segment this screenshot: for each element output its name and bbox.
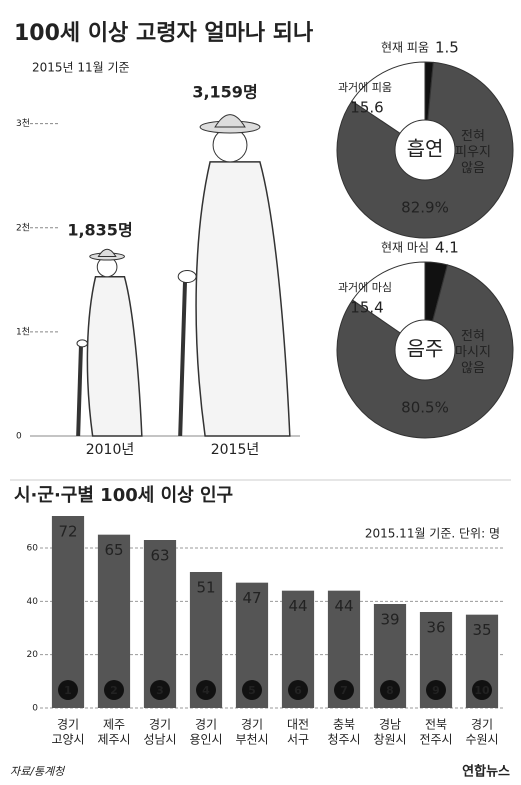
y-tick-label: 20 — [27, 650, 39, 660]
figure-body — [87, 277, 141, 436]
rank-label: 4 — [202, 684, 210, 697]
pie-center-label: 음주 — [407, 337, 444, 361]
slice-value: 15.4 — [350, 299, 383, 317]
hand — [178, 271, 196, 283]
value-label: 47 — [242, 589, 261, 607]
rank-label: 2 — [110, 684, 118, 697]
value-label: 36 — [426, 619, 445, 637]
hand — [77, 340, 87, 347]
rank-label: 6 — [294, 684, 302, 697]
value-label: 3,159명 — [192, 83, 257, 102]
slice-value: 1.5 — [435, 39, 459, 57]
hat-top — [98, 249, 115, 256]
slice-label: 현재 피움 — [381, 41, 429, 55]
value-label: 72 — [58, 523, 77, 541]
slice-value: 15.6 — [350, 99, 383, 117]
x-tick-label: 2010년 — [86, 442, 135, 458]
rank-label: 9 — [432, 684, 440, 697]
slice-value: 4.1 — [435, 239, 459, 257]
slice-value: 80.5% — [401, 399, 449, 417]
value-label: 1,835명 — [67, 220, 132, 239]
slice-label: 현재 마심 — [381, 241, 429, 255]
y-tick-label: 2천 — [16, 222, 30, 233]
figure-body — [196, 162, 290, 436]
value-label: 65 — [104, 541, 123, 559]
subtitle: 2015년 11월 기준 — [32, 61, 130, 75]
value-label: 35 — [472, 621, 491, 639]
y-tick-label: 0 — [32, 704, 38, 714]
source: 자료/통계청 — [10, 765, 66, 778]
title: 100세 이상 고령자 얼마나 되나 — [14, 21, 313, 46]
y-tick-label: 0 — [16, 432, 22, 442]
rank-label: 1 — [64, 684, 72, 697]
logo: 연합뉴스 — [462, 764, 510, 780]
rank-label: 8 — [386, 684, 394, 697]
bar-title: 시·군·구별 100세 이상 인구 — [14, 485, 233, 506]
hat-top — [215, 115, 245, 127]
cane — [180, 277, 185, 436]
value-label: 44 — [288, 597, 307, 615]
rank-label: 5 — [248, 684, 256, 697]
bar-note: 2015.11월 기준. 단위: 명 — [365, 527, 500, 541]
y-tick-label: 3천 — [16, 118, 30, 129]
value-label: 51 — [196, 579, 215, 597]
rank-label: 3 — [156, 684, 164, 697]
rank-label: 7 — [340, 684, 348, 697]
value-label: 44 — [334, 597, 353, 615]
slice-value: 82.9% — [401, 199, 449, 217]
cane — [78, 343, 81, 436]
x-tick-label: 2015년 — [211, 442, 260, 458]
pie-center-label: 흡연 — [407, 137, 444, 161]
y-tick-label: 1천 — [16, 326, 30, 337]
bar — [52, 516, 84, 708]
rank-label: 10 — [474, 684, 490, 697]
slice-label: 과거에 피움 — [338, 81, 392, 94]
y-tick-label: 40 — [27, 597, 39, 607]
slice-label: 과거에 마심 — [338, 281, 392, 294]
y-tick-label: 60 — [27, 544, 39, 554]
infographic: 100세 이상 고령자 얼마나 되나 2015년 11월 기준 시·군·구별 1… — [0, 0, 521, 785]
value-label: 39 — [380, 611, 399, 629]
value-label: 63 — [150, 547, 169, 565]
